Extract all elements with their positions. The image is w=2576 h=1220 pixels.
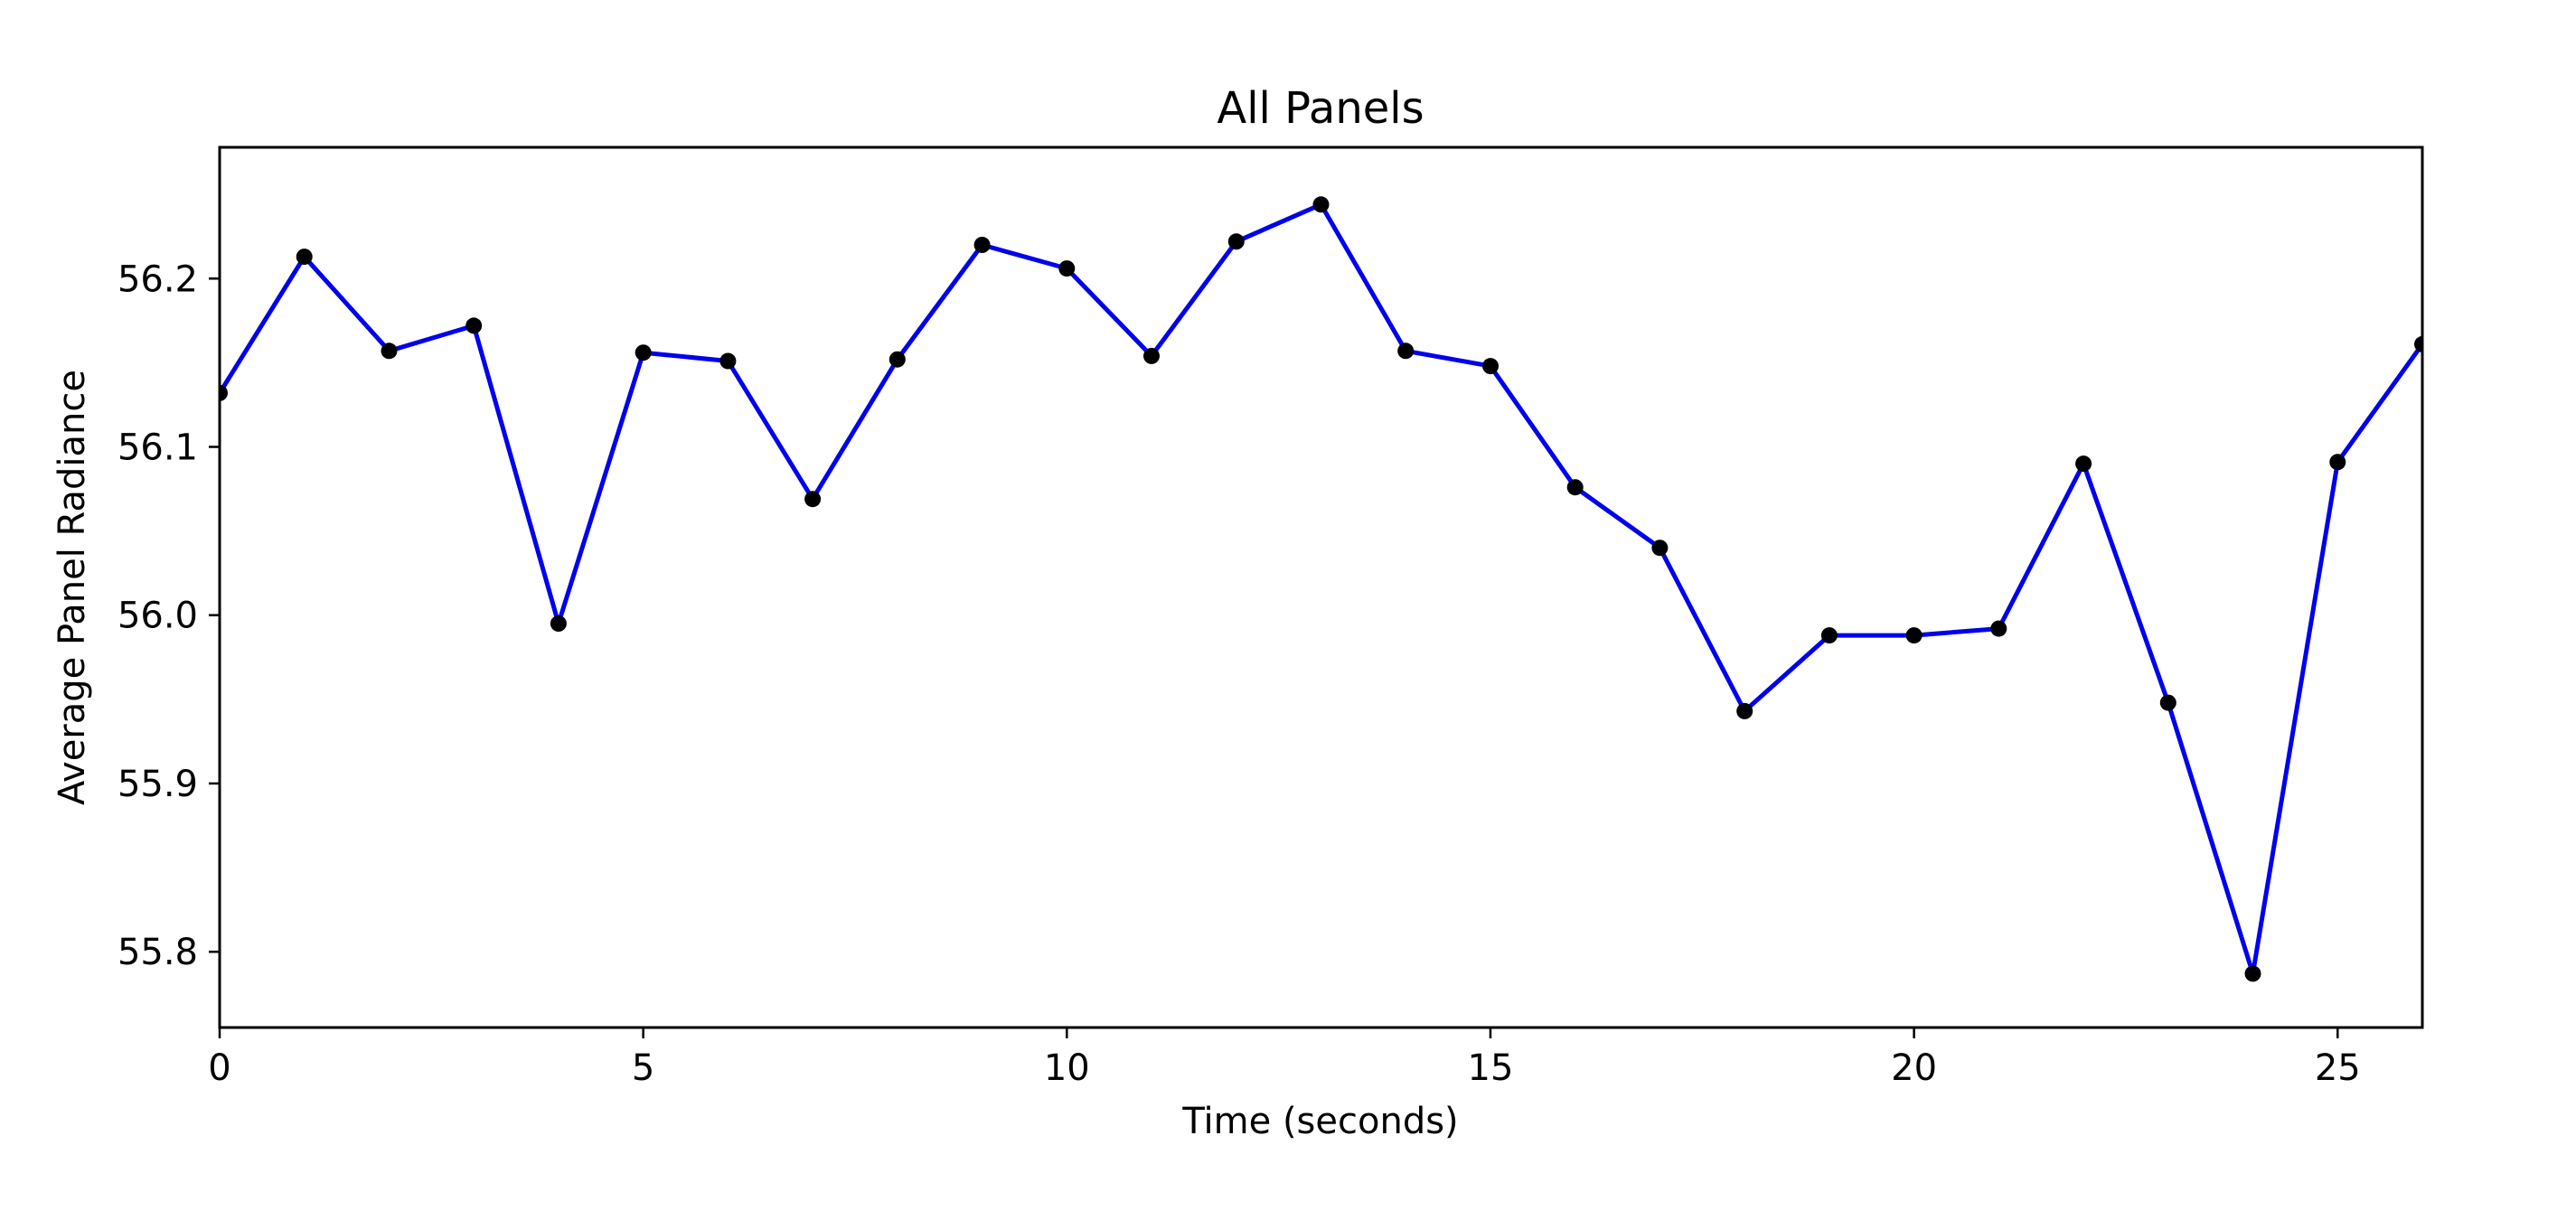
data-point	[1397, 343, 1415, 360]
data-point	[2329, 454, 2346, 471]
x-tick-label: 25	[2315, 1047, 2361, 1089]
data-point	[1566, 479, 1584, 496]
data-point	[2159, 694, 2176, 711]
y-tick-label: 55.8	[118, 932, 198, 973]
data-point	[804, 491, 822, 508]
data-point	[465, 317, 483, 334]
y-tick-label: 56.0	[118, 596, 198, 637]
data-point	[296, 249, 313, 266]
chart-title: All Panels	[1217, 83, 1424, 134]
plot-frame	[218, 145, 2424, 1029]
x-tick-label: 15	[1468, 1047, 1514, 1089]
series-group	[220, 196, 2422, 982]
data-point	[550, 615, 567, 632]
data-point	[381, 343, 398, 360]
x-tick-label: 10	[1044, 1047, 1090, 1089]
data-point	[1143, 347, 1160, 364]
data-point	[1058, 260, 1076, 277]
data-point	[1312, 196, 1330, 213]
data-point	[888, 351, 906, 368]
data-point	[1905, 627, 1923, 644]
data-point	[1651, 540, 1669, 557]
data-point	[2414, 335, 2422, 352]
data-point	[973, 237, 991, 253]
data-point	[635, 344, 652, 361]
series-line	[220, 202, 2422, 976]
data-point	[1736, 702, 1753, 719]
x-tick-label: 20	[1891, 1047, 1937, 1089]
data-point	[1820, 627, 1838, 644]
data-point	[1990, 620, 2007, 637]
x-axis-label: Time (seconds)	[1181, 1101, 1458, 1142]
y-tick-label: 56.2	[118, 258, 198, 300]
data-point	[1482, 358, 1499, 375]
data-point	[2244, 965, 2261, 982]
y-axis-label: Average Panel Radiance	[52, 370, 93, 805]
y-tick-label: 55.9	[118, 764, 198, 805]
data-point	[2075, 455, 2092, 473]
data-point	[1227, 233, 1245, 250]
x-tick-label: 0	[208, 1047, 230, 1089]
x-tick-label: 5	[632, 1047, 654, 1089]
data-point	[719, 352, 737, 370]
data-point	[220, 384, 228, 401]
plot-area: 0 5 10 15 20 25 55.8 55.9 56.0 56.1 56.2	[118, 145, 2424, 1089]
y-tick-label: 56.1	[118, 427, 198, 468]
